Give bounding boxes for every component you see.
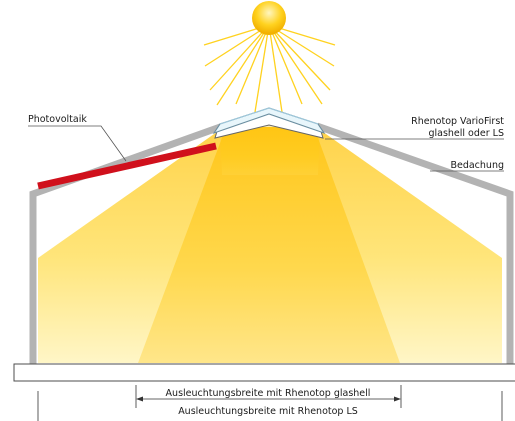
dimension-ls: Ausleuchtungsbreite mit Rhenotop LS (37, 391, 503, 421)
dimension-glashell: Ausleuchtungsbreite mit Rhenotop glashel… (135, 385, 402, 408)
dimension-glashell-label: Ausleuchtungsbreite mit Rhenotop glashel… (166, 388, 371, 399)
photovoltaic-panel (37, 142, 217, 190)
rhenotop-skylight (212, 107, 326, 139)
sun-icon (203, 1, 336, 113)
building-frame (29, 122, 514, 364)
leader-lines (28, 125, 504, 172)
floor-slab (13, 363, 515, 382)
label-photovoltaik: Photovoltaik (28, 114, 87, 125)
label-rhenotop-line2: glashell oder LS (428, 128, 504, 139)
dimension-ls-label: Ausleuchtungsbreite mit Rhenotop LS (178, 406, 358, 417)
label-bedachung: Bedachung (450, 160, 504, 171)
light-cone-glashell (138, 127, 400, 363)
label-rhenotop-line1: Rhenotop VarioFirst (411, 116, 504, 127)
